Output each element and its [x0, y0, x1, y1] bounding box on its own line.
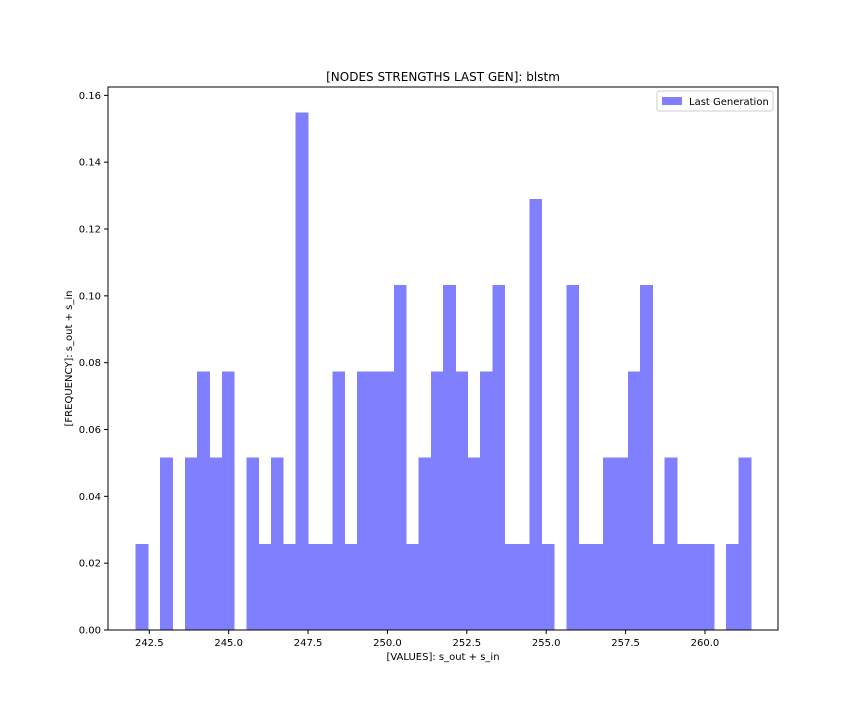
histogram-bar	[320, 543, 333, 630]
histogram-bar	[664, 457, 678, 630]
y-tick-label: 0.16	[79, 91, 101, 102]
histogram-bar	[726, 543, 739, 630]
histogram-bar	[689, 543, 703, 630]
y-tick-label: 0.06	[79, 425, 101, 436]
histogram-bar	[160, 457, 173, 630]
histogram-bar	[566, 285, 579, 630]
histogram-bar	[258, 543, 272, 630]
y-tick-label: 0.04	[79, 492, 101, 503]
histogram-bar	[603, 457, 616, 630]
histogram-bar	[221, 371, 235, 630]
histogram-bar	[492, 285, 506, 630]
x-tick-label: 242.5	[135, 638, 164, 649]
histogram-bar	[197, 371, 210, 630]
histogram-bar	[578, 543, 592, 630]
y-tick-label: 0.00	[79, 626, 101, 637]
x-tick-label: 250.0	[373, 638, 402, 649]
histogram-bar	[701, 543, 715, 630]
histogram-bar	[295, 112, 309, 631]
histogram-bar	[541, 543, 555, 630]
histogram-bar	[677, 543, 690, 630]
histogram-bar	[209, 457, 223, 630]
x-tick-label: 257.5	[611, 638, 640, 649]
histogram-bar	[184, 457, 198, 630]
histogram-bar	[590, 543, 604, 630]
x-axis-label: [VALUES]: s_out + s_in	[386, 652, 499, 663]
legend-entry-last-generation: Last Generation	[689, 97, 769, 108]
y-tick-label: 0.10	[79, 291, 101, 302]
legend: Last Generation	[656, 90, 774, 112]
x-axis-ticks: 242.5 245.0 247.5 250.0 252.5 255.0 257.5 260.0	[135, 630, 719, 649]
histogram-bar	[615, 457, 629, 630]
y-axis-ticks: 0.00 0.02 0.04 0.06 0.08 0.10 0.12 0.14 0.16	[79, 91, 108, 637]
histogram-bar	[369, 371, 383, 630]
y-axis-label: [FREQUENCY]: s_out + s_in	[64, 291, 75, 427]
histogram-bar	[270, 457, 284, 630]
histogram-bar	[443, 285, 456, 630]
histogram-bar	[344, 543, 358, 630]
histogram-bar	[418, 457, 432, 630]
histogram-bar	[455, 371, 469, 630]
histogram-bar	[529, 198, 543, 630]
legend-swatch	[662, 97, 682, 105]
x-tick-label: 260.0	[691, 638, 720, 649]
x-tick-label: 255.0	[532, 638, 561, 649]
histogram-bar	[406, 543, 420, 630]
histogram-bar	[135, 543, 149, 630]
y-tick-label: 0.14	[79, 158, 101, 169]
histogram-bar	[640, 285, 653, 630]
y-tick-label: 0.08	[79, 358, 101, 369]
histogram-bar	[357, 371, 370, 630]
histogram-bar	[381, 371, 395, 630]
histogram-bar	[467, 457, 481, 630]
histogram-bar	[738, 457, 752, 630]
histogram-bar	[480, 371, 493, 630]
bars-group	[135, 112, 752, 631]
histogram-bar	[246, 457, 260, 630]
chart-title: [NODES STRENGTHS LAST GEN]: blstm	[326, 70, 560, 84]
x-tick-label: 245.0	[214, 638, 243, 649]
x-tick-label: 252.5	[452, 638, 481, 649]
y-tick-label: 0.12	[79, 225, 101, 236]
histogram-bar	[652, 543, 666, 630]
x-tick-label: 247.5	[294, 638, 323, 649]
y-tick-label: 0.02	[79, 559, 101, 570]
histogram-bar	[394, 285, 407, 630]
histogram-bar	[517, 543, 530, 630]
histogram-bar	[332, 371, 346, 630]
histogram-bar	[283, 543, 296, 630]
histogram-bar	[307, 543, 321, 630]
histogram-bar	[627, 371, 641, 630]
histogram-bar	[504, 543, 518, 630]
legend-box	[656, 90, 774, 112]
histogram-bar	[430, 371, 444, 630]
plot-frame	[107, 86, 779, 631]
